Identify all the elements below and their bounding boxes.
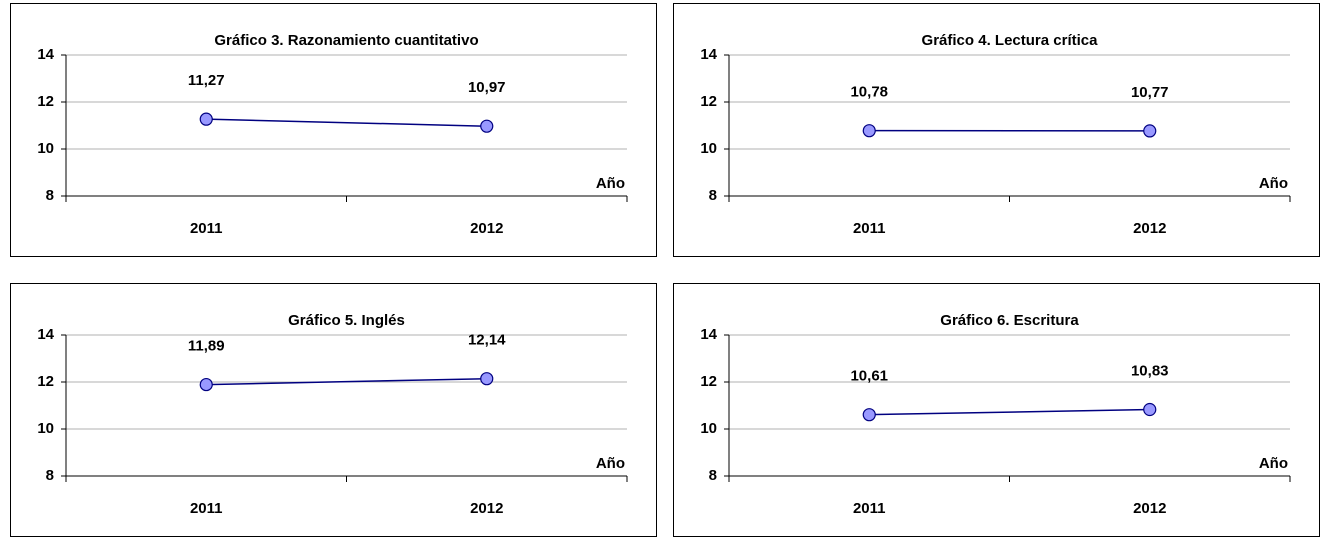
chart-title: Gráfico 6. Escritura: [940, 312, 1079, 329]
marker: [480, 119, 494, 133]
data-label: 10,97: [468, 79, 506, 96]
data-label: 10,78: [850, 84, 888, 101]
series-line: [206, 118, 487, 127]
x-tick-label: 2011: [853, 500, 886, 517]
chart-title: Gráfico 5. Inglés: [288, 312, 405, 329]
marker: [1143, 402, 1157, 417]
x-tick-label: 2011: [853, 220, 886, 237]
series-line: [206, 377, 487, 386]
y-tick-label: 8: [709, 187, 717, 204]
x-axis-label: Año: [1259, 175, 1288, 192]
x-axis-label: Año: [1259, 455, 1288, 472]
x-tick-label: 2011: [190, 500, 223, 517]
x-tick-label: 2012: [1133, 220, 1166, 237]
data-label: 10,83: [1131, 362, 1169, 379]
y-tick-label: 12: [37, 93, 54, 110]
x-tick-label: 2012: [470, 220, 503, 237]
chart-frame: [673, 3, 1320, 257]
y-tick-label: 14: [37, 46, 54, 63]
marker: [480, 372, 494, 386]
marker: [862, 124, 876, 138]
marker: [1143, 124, 1157, 138]
chart-frame: [10, 3, 657, 257]
data-label: 12,14: [468, 332, 506, 349]
marker: [862, 408, 876, 422]
y-tick-label: 14: [700, 326, 717, 343]
data-label: 10,61: [850, 368, 888, 385]
x-tick-label: 2011: [190, 220, 223, 237]
y-tick-label: 12: [700, 93, 717, 110]
data-label: 11,27: [188, 72, 225, 89]
chart-title: Gráfico 4. Lectura crítica: [922, 32, 1099, 49]
data-label: 10,77: [1131, 84, 1169, 101]
marker: [199, 377, 213, 392]
series-line: [869, 408, 1150, 416]
x-axis-label: Año: [596, 455, 625, 472]
chart-frame: [10, 283, 657, 537]
data-label: 11,89: [188, 338, 225, 355]
y-tick-label: 12: [37, 373, 54, 390]
chart-frame: [673, 283, 1320, 537]
y-tick-label: 10: [37, 420, 54, 437]
y-tick-label: 10: [700, 140, 717, 157]
y-tick-label: 8: [46, 187, 54, 204]
y-tick-label: 14: [37, 326, 54, 343]
y-tick-label: 8: [46, 467, 54, 484]
y-tick-label: 8: [709, 467, 717, 484]
x-axis-label: Año: [596, 175, 625, 192]
chart-title: Gráfico 3. Razonamiento cuantitativo: [214, 32, 478, 49]
chart: Gráfico 3. Razonamiento cuantitativo 8 10 1…: [10, 3, 657, 257]
x-tick-label: 2012: [470, 500, 503, 517]
y-tick-label: 12: [700, 373, 717, 390]
marker: [199, 112, 213, 126]
y-tick-label: 10: [700, 420, 717, 437]
chart: Gráfico 4. Lectura crítica 8 10 12 14 2011 201…: [673, 3, 1320, 257]
y-tick-label: 10: [37, 140, 54, 157]
x-tick-label: 2012: [1133, 500, 1166, 517]
chart: Gráfico 6. Escritura 8 10 12 14 2011 2012 Año 10…: [673, 283, 1320, 537]
chart: Gráfico 5. Inglés 8 10 12 14 2011 2012 Año 11,89…: [10, 283, 657, 537]
y-tick-label: 14: [700, 46, 717, 63]
